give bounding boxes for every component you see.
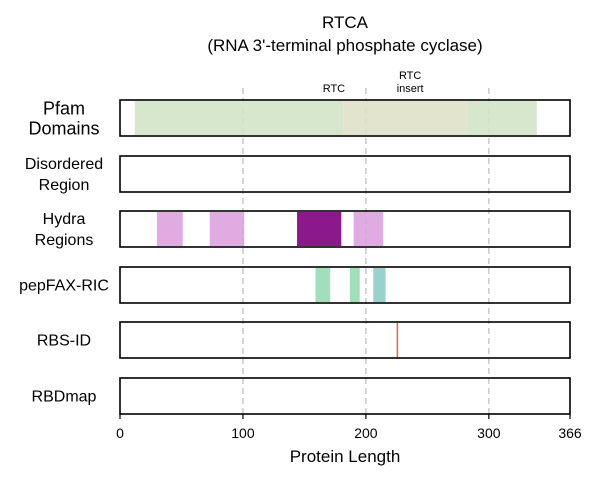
track-frame-1 — [119, 155, 571, 193]
x-tick-label-300: 300 — [477, 425, 501, 441]
track-frame-4 — [119, 321, 571, 359]
x-tick-label-200: 200 — [354, 425, 378, 441]
track-label-line-1-0: Disordered — [25, 156, 103, 173]
track-label-line-0-1: Domains — [28, 118, 99, 138]
track-label-line-2-0: Hydra — [43, 211, 86, 228]
domain-label-1: RTC insert — [397, 70, 424, 95]
track-label-line-1-1: Region — [39, 177, 90, 194]
track-label-line-5-0: RBDmap — [32, 389, 97, 406]
chart-title: RTCA — [322, 13, 369, 32]
track-label-line-4-0: RBS-ID — [37, 333, 91, 350]
domain-label-line-1-0: RTC — [399, 70, 421, 82]
segment-0-1 — [343, 101, 468, 135]
domain-label-line-0-0: RTC — [323, 83, 345, 95]
segment-0-0 — [134, 101, 344, 135]
track-label-line-3-0: pepFAX-RIC — [19, 278, 109, 295]
track-label-3: pepFAX-RIC — [19, 278, 109, 295]
x-tick-label-100: 100 — [231, 425, 255, 441]
segment-4-0 — [396, 323, 399, 357]
x-tick-label-366: 366 — [558, 425, 582, 441]
track-frame-2 — [119, 210, 571, 248]
track-3: pepFAX-RIC — [19, 266, 571, 304]
track-label-2: Hydra Regions — [35, 211, 94, 249]
track-2: Hydra Regions — [35, 210, 571, 249]
domain-label-line-1-1: insert — [397, 83, 424, 95]
segment-3-1 — [349, 268, 360, 302]
grid-lines — [242, 88, 490, 414]
track-label-line-2-1: Regions — [35, 232, 94, 249]
track-frame-0 — [119, 99, 571, 137]
track-label-line-0-0: Pfam — [43, 98, 85, 118]
track-label-5: RBDmap — [32, 389, 97, 406]
segment-2-3 — [353, 212, 384, 246]
track-1: Disordered Region — [25, 155, 571, 194]
track-5: RBDmap — [32, 377, 571, 415]
segment-3-2 — [373, 268, 386, 302]
track-4: RBS-ID — [37, 321, 571, 359]
track-label-0: Pfam Domains — [28, 98, 99, 138]
segment-0-2 — [467, 101, 537, 135]
track-frame-3 — [119, 266, 571, 304]
segment-2-0 — [156, 212, 183, 246]
x-tick-label-0: 0 — [116, 425, 124, 441]
track-label-4: RBS-ID — [37, 333, 91, 350]
x-axis: 0 100 200 300 366 — [116, 414, 582, 441]
segment-3-0 — [315, 268, 331, 302]
track-label-1: Disordered Region — [25, 156, 103, 194]
chart-subtitle: (RNA 3'-terminal phosphate cyclase) — [207, 36, 482, 55]
segment-2-2 — [297, 212, 342, 246]
track-frame-5 — [119, 377, 571, 415]
domain-label-0: RTC — [323, 83, 345, 95]
x-axis-label: Protein Length — [290, 447, 401, 466]
segment-2-1 — [209, 212, 245, 246]
